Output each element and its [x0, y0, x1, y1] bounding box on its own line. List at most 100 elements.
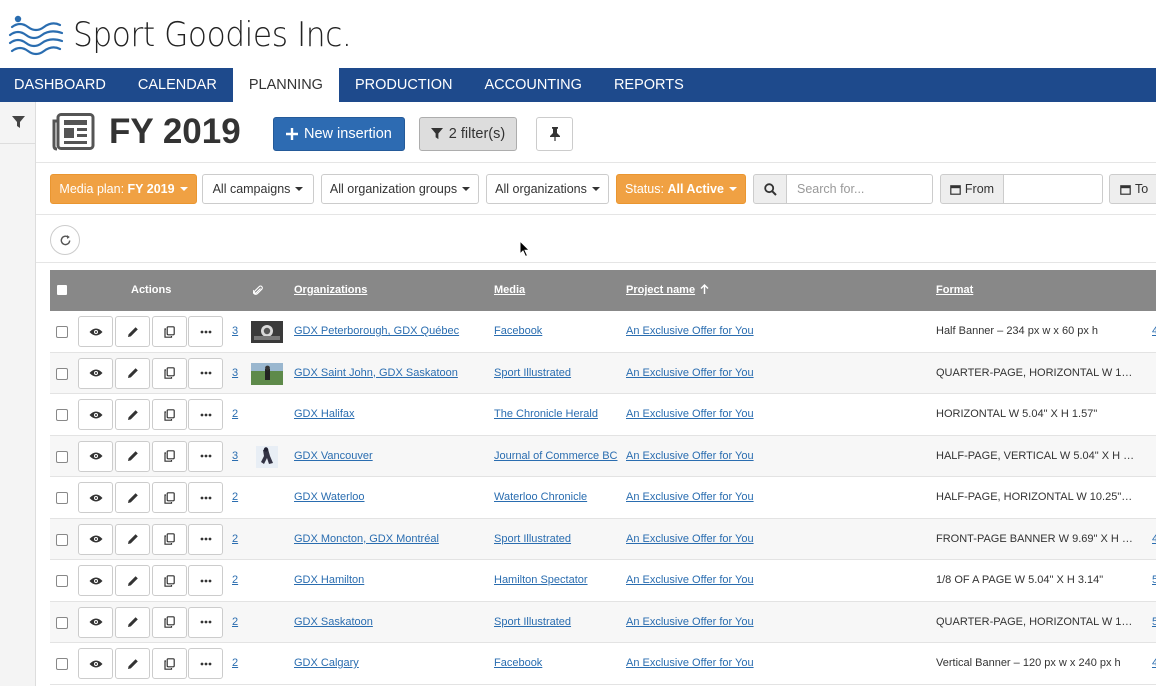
- nav-item-calendar[interactable]: CALENDAR: [137, 77, 217, 93]
- edit-button[interactable]: [115, 399, 150, 430]
- row-checkbox[interactable]: [56, 450, 68, 463]
- view-button[interactable]: [78, 316, 113, 347]
- view-button[interactable]: [78, 440, 113, 472]
- campaigns-dropdown[interactable]: All campaigns: [202, 174, 314, 204]
- view-button[interactable]: [78, 357, 113, 389]
- media-link[interactable]: Facebook: [494, 325, 543, 337]
- edit-button[interactable]: [115, 523, 150, 555]
- overflow-link[interactable]: 5: [1152, 574, 1156, 586]
- duplicate-button[interactable]: [152, 565, 187, 596]
- duplicate-button[interactable]: [152, 357, 187, 389]
- edit-button[interactable]: [115, 606, 150, 638]
- organizations-dropdown[interactable]: All organizations: [486, 174, 609, 204]
- project-link[interactable]: An Exclusive Offer for You: [626, 491, 754, 503]
- row-checkbox[interactable]: [56, 492, 68, 504]
- row-checkbox[interactable]: [56, 367, 68, 380]
- view-button[interactable]: [78, 565, 113, 596]
- view-button[interactable]: [78, 523, 113, 555]
- nav-item-reports[interactable]: REPORTS: [613, 77, 684, 93]
- attachment-count[interactable]: 3: [232, 449, 239, 462]
- view-button[interactable]: [78, 648, 113, 679]
- organization-link[interactable]: GDX Calgary: [294, 657, 359, 669]
- row-checkbox[interactable]: [56, 409, 68, 421]
- more-actions-button[interactable]: [188, 565, 223, 596]
- overflow-link[interactable]: 4: [1152, 657, 1156, 669]
- organization-link[interactable]: GDX Saint John, GDX Saskatoon: [294, 366, 458, 379]
- organization-link[interactable]: GDX Hamilton: [294, 574, 365, 586]
- attachment-count[interactable]: 2: [232, 408, 239, 420]
- search-field[interactable]: [786, 174, 933, 204]
- edit-button[interactable]: [115, 440, 150, 472]
- overflow-link[interactable]: 4: [1152, 532, 1156, 545]
- search-input[interactable]: [787, 182, 932, 196]
- view-button[interactable]: [78, 606, 113, 638]
- edit-button[interactable]: [115, 316, 150, 347]
- attachment-count[interactable]: 2: [232, 532, 239, 545]
- overflow-link[interactable]: 5: [1152, 615, 1156, 628]
- attachment-count[interactable]: 2: [232, 657, 239, 669]
- media-link[interactable]: Facebook: [494, 657, 543, 669]
- duplicate-button[interactable]: [152, 316, 187, 347]
- nav-item-planning[interactable]: PLANNING: [232, 68, 339, 102]
- nav-item-accounting[interactable]: ACCOUNTING: [484, 77, 582, 93]
- media-link[interactable]: Journal of Commerce BC: [494, 449, 618, 462]
- organization-link[interactable]: GDX Waterloo: [294, 491, 365, 503]
- select-all-checkbox[interactable]: [56, 284, 68, 296]
- attachment-count[interactable]: 3: [232, 366, 239, 379]
- more-actions-button[interactable]: [188, 648, 223, 679]
- row-checkbox[interactable]: [56, 533, 68, 546]
- edit-button[interactable]: [115, 565, 150, 596]
- media-link[interactable]: Sport Illustrated: [494, 532, 572, 545]
- from-date-label[interactable]: From: [940, 174, 1004, 204]
- project-link[interactable]: An Exclusive Offer for You: [626, 615, 754, 628]
- media-link[interactable]: The Chronicle Herald: [494, 408, 598, 420]
- new-insertion-button[interactable]: New insertion: [273, 117, 405, 151]
- more-actions-button[interactable]: [188, 482, 223, 513]
- filters-button[interactable]: 2 filter(s): [419, 117, 517, 151]
- status-dropdown[interactable]: Status: All Active: [616, 174, 746, 204]
- organization-link[interactable]: GDX Peterborough, GDX Québec: [294, 325, 460, 337]
- header-format[interactable]: Format: [936, 284, 974, 296]
- refresh-button[interactable]: [50, 225, 80, 255]
- attachment-count[interactable]: 2: [232, 615, 239, 628]
- more-actions-button[interactable]: [188, 399, 223, 430]
- header-attachments[interactable]: [252, 270, 263, 311]
- view-button[interactable]: [78, 482, 113, 513]
- project-link[interactable]: An Exclusive Offer for You: [626, 574, 754, 586]
- attachment-count[interactable]: 2: [232, 491, 239, 503]
- edit-button[interactable]: [115, 482, 150, 513]
- project-link[interactable]: An Exclusive Offer for You: [626, 366, 754, 379]
- attachment-count[interactable]: 3: [232, 325, 239, 337]
- duplicate-button[interactable]: [152, 648, 187, 679]
- organization-link[interactable]: GDX Halifax: [294, 408, 355, 420]
- from-date-input[interactable]: [1004, 182, 1102, 196]
- organization-link[interactable]: GDX Saskatoon: [294, 615, 373, 628]
- media-link[interactable]: Waterloo Chronicle: [494, 491, 588, 503]
- organization-link[interactable]: GDX Moncton, GDX Montréal: [294, 532, 439, 545]
- search-button[interactable]: [753, 174, 787, 204]
- project-link[interactable]: An Exclusive Offer for You: [626, 449, 754, 462]
- media-link[interactable]: Hamilton Spectator: [494, 574, 588, 586]
- org-groups-dropdown[interactable]: All organization groups: [321, 174, 479, 204]
- edit-button[interactable]: [115, 648, 150, 679]
- media-link[interactable]: Sport Illustrated: [494, 615, 572, 628]
- project-link[interactable]: An Exclusive Offer for You: [626, 325, 754, 337]
- row-checkbox[interactable]: [56, 575, 68, 587]
- more-actions-button[interactable]: [188, 316, 223, 347]
- organization-link[interactable]: GDX Vancouver: [294, 449, 373, 462]
- row-checkbox[interactable]: [56, 326, 68, 338]
- header-project-name[interactable]: Project name: [626, 270, 709, 311]
- header-media[interactable]: Media: [494, 284, 526, 296]
- overflow-link[interactable]: 4: [1152, 325, 1156, 337]
- more-actions-button[interactable]: [188, 523, 223, 555]
- more-actions-button[interactable]: [188, 606, 223, 638]
- row-checkbox[interactable]: [56, 658, 68, 670]
- more-actions-button[interactable]: [188, 440, 223, 472]
- media-plan-dropdown[interactable]: Media plan: FY 2019: [50, 174, 197, 204]
- media-link[interactable]: Sport Illustrated: [494, 366, 572, 379]
- duplicate-button[interactable]: [152, 440, 187, 472]
- edit-button[interactable]: [115, 357, 150, 389]
- project-link[interactable]: An Exclusive Offer for You: [626, 408, 754, 420]
- attachment-count[interactable]: 2: [232, 574, 239, 586]
- duplicate-button[interactable]: [152, 399, 187, 430]
